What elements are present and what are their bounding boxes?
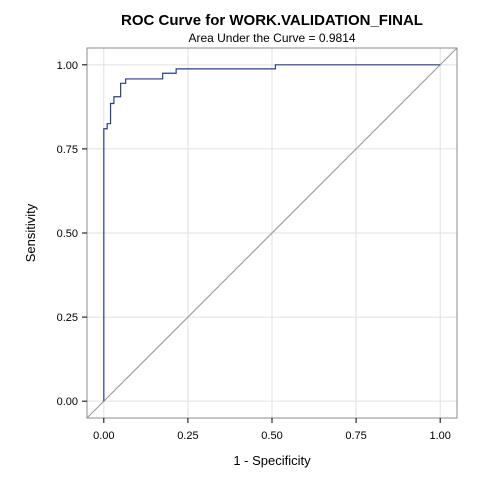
y-tick-label: 0.25 <box>57 312 78 324</box>
y-tick-label: 1.00 <box>57 60 78 72</box>
reference-diagonal-line <box>86 47 458 419</box>
x-tick-label: 0.00 <box>93 430 114 442</box>
chart-subtitle: Area Under the Curve = 0.9814 <box>188 31 355 45</box>
roc-curve-line <box>103 64 441 402</box>
plot-area <box>86 47 458 419</box>
y-axis: 0.00 0.25 0.50 0.75 1.00 <box>57 60 87 408</box>
x-tick-label: 1.00 <box>429 430 450 442</box>
y-tick-label: 0.75 <box>57 144 78 156</box>
y-axis-label: Sensitivity <box>23 203 38 262</box>
x-tick-label: 0.75 <box>345 430 366 442</box>
x-tick-label: 0.50 <box>261 430 282 442</box>
y-tick-label: 0.50 <box>57 228 78 240</box>
x-axis: 0.00 0.25 0.50 0.75 1.00 <box>93 418 451 442</box>
y-tick-label: 0.00 <box>57 396 78 408</box>
x-axis-label: 1 - Specificity <box>233 453 311 468</box>
chart-title: ROC Curve for WORK.VALIDATION_FINAL <box>121 12 423 29</box>
x-tick-label: 0.25 <box>177 430 198 442</box>
